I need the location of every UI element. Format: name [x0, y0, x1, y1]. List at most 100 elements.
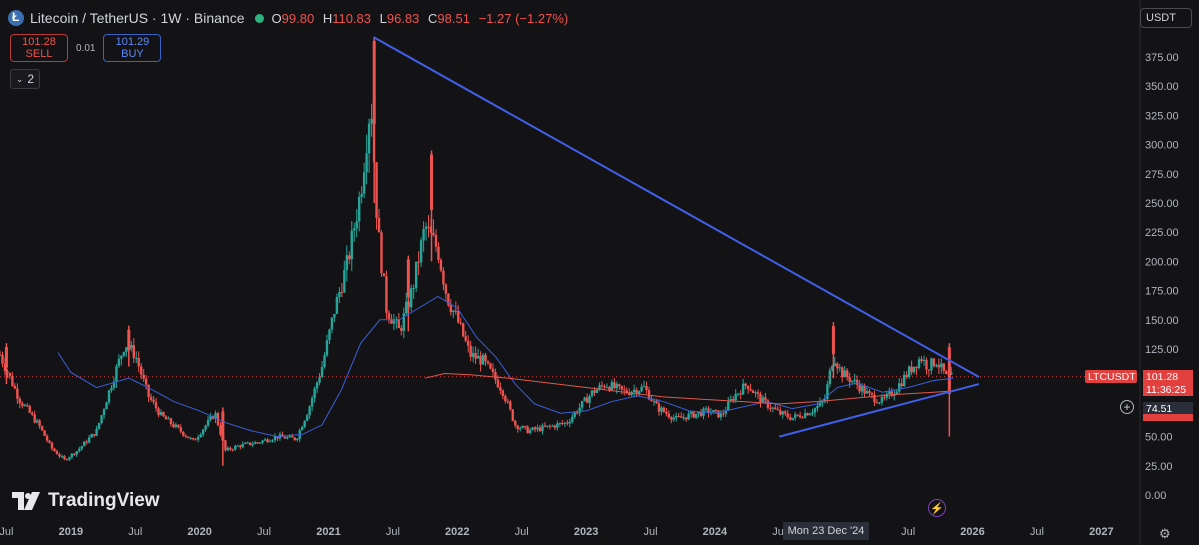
candle-body — [481, 354, 485, 365]
spike-body — [372, 41, 376, 125]
candle-body — [466, 340, 470, 346]
candle-body — [268, 441, 272, 443]
y-tick-label: 350.00 — [1145, 81, 1179, 93]
candle-body — [818, 402, 822, 406]
candle-body — [196, 436, 200, 440]
candle-body — [890, 391, 893, 396]
candle-body — [85, 441, 88, 443]
candle-body — [444, 284, 448, 294]
candle-body — [590, 390, 594, 396]
x-tick-label: Jul — [901, 526, 915, 538]
candle-body — [573, 412, 576, 417]
gear-icon[interactable]: ⚙ — [1159, 526, 1171, 541]
candle-body — [526, 426, 529, 434]
candle-body — [583, 397, 586, 401]
buy-price: 101.29 — [115, 36, 150, 48]
candle-body — [754, 392, 757, 394]
candle-body — [449, 305, 453, 313]
candle-body — [841, 367, 844, 378]
candle-body — [950, 372, 953, 375]
candle-body — [135, 357, 138, 359]
candle-body — [154, 402, 158, 409]
candle-body — [387, 312, 391, 319]
buy-button[interactable]: 101.29 BUY — [103, 34, 162, 62]
spike-body — [831, 326, 835, 355]
candle-body — [224, 440, 227, 451]
candle-body — [568, 421, 571, 424]
candle-body — [390, 318, 393, 324]
candle-body — [367, 123, 371, 154]
candle-body — [776, 409, 780, 411]
candle-body — [310, 398, 314, 407]
candle-body — [932, 358, 936, 367]
candle-body — [486, 361, 490, 364]
candle-body — [769, 407, 772, 409]
candle-body — [167, 418, 170, 420]
candle-body — [139, 366, 143, 375]
candle-body — [551, 425, 554, 427]
candle-body — [541, 425, 544, 432]
x-tick-label: Jul — [515, 526, 529, 538]
candle-body — [922, 359, 926, 362]
candle-body — [902, 374, 906, 387]
tradingview-logo[interactable]: TradingView — [12, 490, 160, 512]
candle-body — [427, 226, 430, 228]
candle-body — [60, 456, 64, 458]
candle-body — [501, 390, 505, 396]
candle-body — [291, 435, 294, 438]
close-value: 98.51 — [437, 10, 470, 26]
candle-body — [868, 390, 871, 394]
candle-body — [801, 417, 804, 419]
candle-body — [169, 418, 173, 425]
candle-body — [880, 397, 884, 403]
candle-body — [833, 363, 837, 366]
candle-body — [152, 399, 155, 403]
candle-body — [419, 240, 423, 263]
candle-body — [308, 406, 311, 416]
candle-body — [442, 270, 445, 285]
x-tick-label: Jul — [643, 526, 657, 538]
last-price-label: 101.28 — [1143, 370, 1193, 383]
candle-body — [907, 366, 911, 377]
currency-selector[interactable]: USDT — [1140, 8, 1192, 28]
candle-body — [100, 415, 103, 423]
candle-body — [18, 398, 22, 404]
lightning-icon[interactable]: ⚡ — [928, 499, 946, 517]
candle-body — [613, 382, 616, 389]
candle-body — [236, 445, 240, 447]
candle-body — [194, 439, 197, 441]
candle-body — [261, 440, 264, 443]
candle-body — [65, 459, 69, 461]
candle-body — [707, 408, 710, 413]
candle-body — [826, 384, 829, 400]
candle-body — [558, 423, 562, 425]
candle-body — [845, 370, 849, 378]
x-tick-label: Jul — [772, 526, 786, 538]
candle-body — [870, 393, 874, 395]
candle-body — [672, 417, 675, 420]
sell-price: 101.28 — [22, 36, 56, 48]
candle-body — [605, 387, 609, 389]
symbol-title[interactable]: Litecoin / TetherUS · 1W · Binance — [30, 10, 245, 26]
spread-value: 0.01 — [76, 42, 96, 54]
candle-body — [774, 407, 777, 410]
candle-body — [506, 401, 510, 403]
sell-button[interactable]: 101.28 SELL — [10, 34, 68, 62]
candle-body — [251, 444, 254, 446]
candle-body — [13, 385, 17, 389]
candle-body — [665, 411, 668, 414]
high-value: 110.83 — [332, 10, 371, 26]
indicators-toggle[interactable]: ⌄ 2 — [10, 69, 40, 89]
candle-body — [850, 380, 854, 383]
candle-body — [905, 374, 908, 377]
add-alert-icon[interactable]: + — [1120, 400, 1134, 414]
buy-label: BUY — [121, 48, 144, 60]
x-tick-label: 2020 — [187, 526, 211, 538]
candle-body — [538, 427, 542, 432]
candle-body — [214, 413, 217, 419]
candle-body — [219, 425, 222, 435]
y-tick-label: 325.00 — [1145, 110, 1179, 122]
upper-trendline — [373, 36, 980, 378]
candle-body — [206, 419, 210, 426]
